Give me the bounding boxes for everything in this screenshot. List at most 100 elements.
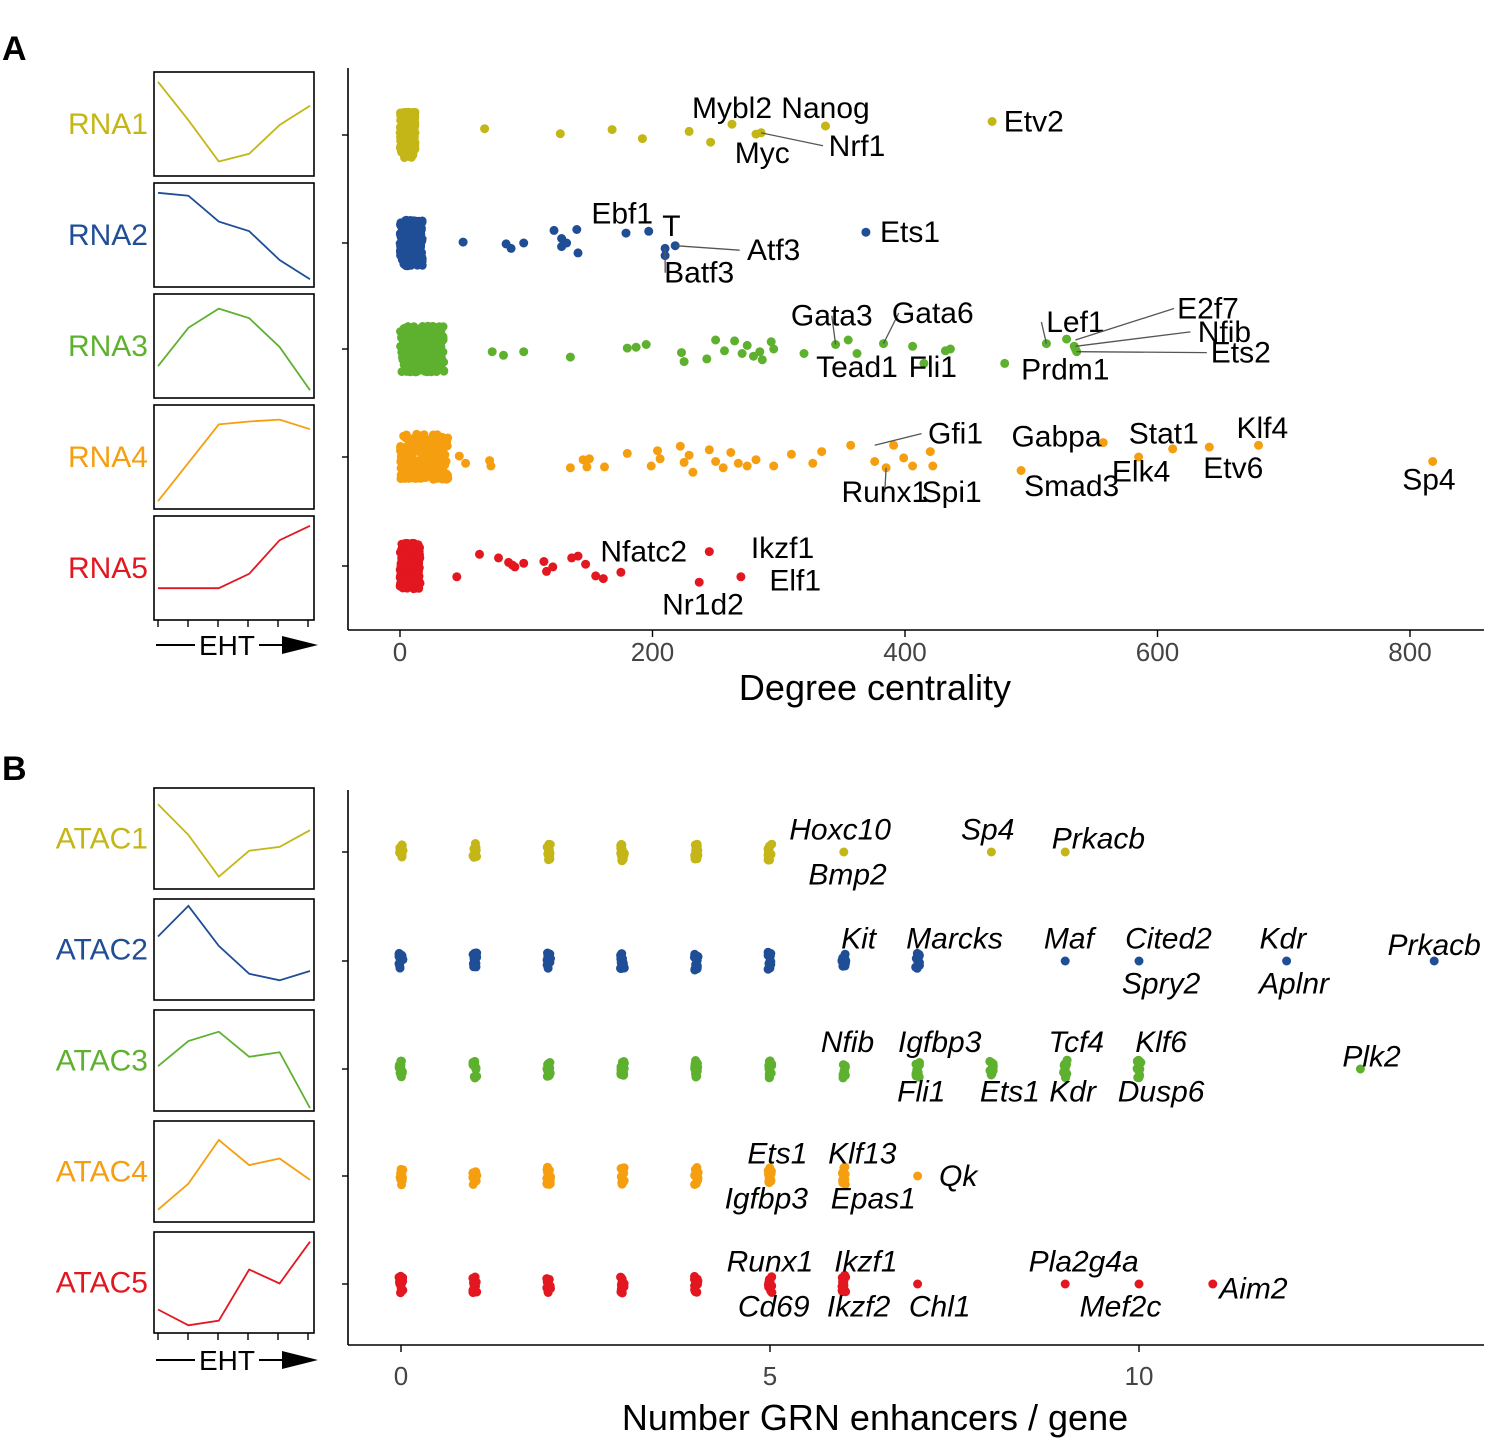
data-point bbox=[702, 354, 712, 364]
gene-label: Cd69 bbox=[738, 1291, 810, 1324]
column-point bbox=[1061, 1061, 1071, 1071]
bulk-point bbox=[401, 329, 410, 339]
label-connector bbox=[874, 432, 922, 446]
gene-label: Batf3 bbox=[664, 257, 734, 290]
gene-label: Nfatc2 bbox=[600, 536, 687, 569]
column-point bbox=[692, 841, 702, 851]
panel-letter-a: A bbox=[2, 30, 27, 68]
column-point bbox=[692, 1163, 702, 1172]
eht-arrow-head bbox=[282, 636, 318, 654]
gene-label: Klf6 bbox=[1135, 1026, 1187, 1059]
bulk-point bbox=[419, 354, 428, 363]
gene-label: Nfib bbox=[1198, 316, 1251, 349]
gene-label: Etv6 bbox=[1203, 452, 1263, 485]
column-point bbox=[763, 951, 773, 960]
trend-line bbox=[157, 1138, 311, 1211]
column-point bbox=[839, 1068, 849, 1078]
trend-line bbox=[157, 803, 311, 879]
data-point bbox=[908, 461, 918, 471]
data-point bbox=[769, 344, 779, 354]
column-point bbox=[616, 843, 626, 853]
bulk-point bbox=[402, 473, 411, 483]
gene-label: Ikzf1 bbox=[751, 532, 814, 565]
data-point bbox=[808, 458, 818, 468]
bulk-point bbox=[408, 558, 418, 567]
x-tick-label: 0 bbox=[393, 637, 407, 667]
bulk-point bbox=[432, 474, 442, 483]
bulk-point bbox=[402, 572, 412, 581]
bulk-point bbox=[396, 443, 405, 453]
gene-label: Tead1 bbox=[816, 351, 898, 384]
gene-label: Etv2 bbox=[1004, 106, 1064, 139]
data-point bbox=[637, 134, 647, 144]
gene-label: Aplnr bbox=[1257, 968, 1330, 1001]
data-point bbox=[889, 440, 899, 450]
data-point bbox=[598, 574, 608, 584]
column-point bbox=[470, 1060, 480, 1070]
data-point bbox=[718, 463, 728, 473]
column-point bbox=[542, 1164, 552, 1174]
x-tick-label: 400 bbox=[883, 637, 926, 667]
bulk-point bbox=[438, 347, 448, 357]
data-point bbox=[499, 350, 508, 360]
trend-line bbox=[157, 81, 311, 163]
bulk-point bbox=[397, 367, 407, 377]
data-point bbox=[684, 450, 694, 460]
data-point bbox=[766, 337, 776, 347]
gene-label: Nanog bbox=[781, 92, 869, 125]
data-point bbox=[757, 355, 767, 365]
gene-label: Hoxc10 bbox=[789, 814, 891, 847]
bulk-point bbox=[408, 134, 418, 143]
gene-label: Stat1 bbox=[1129, 418, 1199, 451]
gene-label: Klf13 bbox=[828, 1138, 897, 1171]
x-tick-label: 5 bbox=[763, 1361, 777, 1391]
panel-a-axes: 0 200 400 600 800 bbox=[342, 68, 1484, 667]
bulk-point bbox=[417, 236, 427, 246]
column-point bbox=[469, 1072, 479, 1082]
bulk-point bbox=[411, 355, 420, 365]
gene-label: Kdr bbox=[1049, 1076, 1097, 1109]
data-point bbox=[706, 137, 716, 147]
trend-line bbox=[158, 524, 311, 590]
data-point bbox=[573, 551, 583, 561]
x-tick-label: 200 bbox=[631, 637, 674, 667]
trend-thumbnail-frame bbox=[153, 1231, 315, 1334]
data-point bbox=[1168, 444, 1178, 454]
column-point bbox=[840, 1162, 850, 1172]
data-point bbox=[720, 346, 729, 356]
data-point bbox=[549, 225, 559, 235]
data-point bbox=[679, 457, 689, 467]
trend-thumbnail-frame bbox=[153, 1009, 315, 1112]
gene-label: Chl1 bbox=[909, 1291, 971, 1324]
column-point bbox=[544, 1179, 554, 1189]
column-point bbox=[619, 1163, 629, 1173]
column-point bbox=[471, 852, 481, 862]
data-point bbox=[986, 847, 996, 857]
bulk-point bbox=[413, 540, 423, 549]
data-point bbox=[1000, 358, 1010, 368]
data-point bbox=[655, 454, 665, 464]
data-point bbox=[861, 227, 871, 237]
data-point bbox=[506, 243, 516, 253]
bulk-point bbox=[412, 466, 422, 475]
bulk-point bbox=[404, 348, 414, 358]
data-point bbox=[565, 463, 575, 473]
data-point bbox=[572, 225, 582, 234]
column-point bbox=[616, 1273, 626, 1282]
data-point bbox=[548, 562, 558, 572]
bulk-point bbox=[424, 464, 434, 474]
gene-label: Elf1 bbox=[769, 564, 821, 597]
bulk-point bbox=[404, 564, 414, 573]
data-point bbox=[480, 124, 490, 134]
column-point bbox=[914, 1071, 924, 1081]
data-point bbox=[1062, 334, 1072, 344]
label-connector bbox=[1075, 307, 1175, 341]
bulk-point bbox=[407, 226, 416, 236]
trend-line bbox=[157, 904, 311, 982]
gene-label: Gata6 bbox=[892, 297, 974, 330]
gene-label: Kit bbox=[841, 923, 878, 956]
data-point bbox=[1282, 956, 1292, 966]
column-point bbox=[616, 958, 626, 968]
panel-letter-b: B bbox=[2, 750, 27, 788]
data-point bbox=[641, 340, 651, 349]
